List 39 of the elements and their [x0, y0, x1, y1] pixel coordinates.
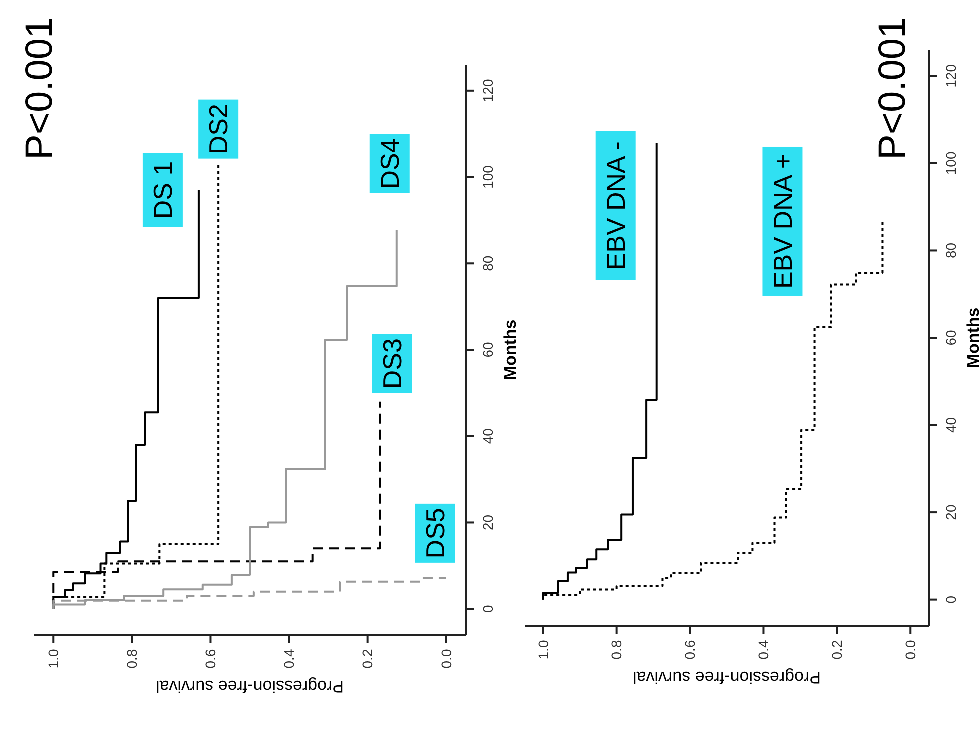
x-axis-title: Progression-free survival: [632, 668, 822, 688]
x-tick-label: 0.4: [756, 640, 772, 660]
text: DS2: [204, 104, 234, 155]
y-tick-label: 100: [480, 165, 496, 189]
y-axis-title: Months: [964, 308, 979, 368]
text: DS3: [377, 338, 408, 390]
text: EBV DNA +: [768, 154, 798, 290]
y-tick-label: 80: [942, 242, 959, 259]
y-tick-label: 40: [480, 428, 496, 444]
text: DS5: [420, 508, 450, 559]
x-axis-title: Progression-free survival: [156, 677, 344, 696]
x-tick-label: 1.0: [46, 649, 62, 669]
x-tick-label: 0.6: [202, 649, 219, 669]
y-tick-label: 60: [480, 342, 496, 358]
y-tick-label: 60: [942, 330, 959, 346]
y-tick-label: 100: [942, 152, 959, 176]
y-tick-label: 0: [942, 596, 959, 604]
x-tick-label: 0.0: [902, 640, 919, 660]
x-tick-label: 0.8: [124, 649, 140, 669]
x-tick-label: 0.2: [360, 649, 376, 669]
annotation: P<0.001: [872, 17, 914, 160]
text: EBV DNA -: [600, 142, 631, 270]
y-tick-label: 120: [480, 79, 496, 103]
x-tick-label: 0.6: [682, 640, 698, 660]
y-tick-label: 40: [942, 417, 959, 434]
y-tick-label: 20: [942, 504, 959, 520]
x-tick-label: 0.8: [608, 640, 625, 660]
x-tick-label: 0.4: [281, 649, 298, 669]
y-axis-title: Months: [500, 320, 520, 380]
annotation: P<0.001: [19, 17, 61, 160]
text: DS 1: [148, 161, 178, 220]
y-tick-label: 0: [480, 604, 496, 613]
y-tick-label: 120: [942, 64, 959, 88]
y-tick-label: 80: [480, 256, 496, 272]
x-tick-label: 0.2: [829, 640, 846, 660]
x-tick-label: 1.0: [535, 640, 552, 660]
text: DS4: [374, 138, 405, 190]
y-tick-label: 20: [480, 514, 496, 531]
x-tick-label: 0.0: [438, 649, 454, 669]
